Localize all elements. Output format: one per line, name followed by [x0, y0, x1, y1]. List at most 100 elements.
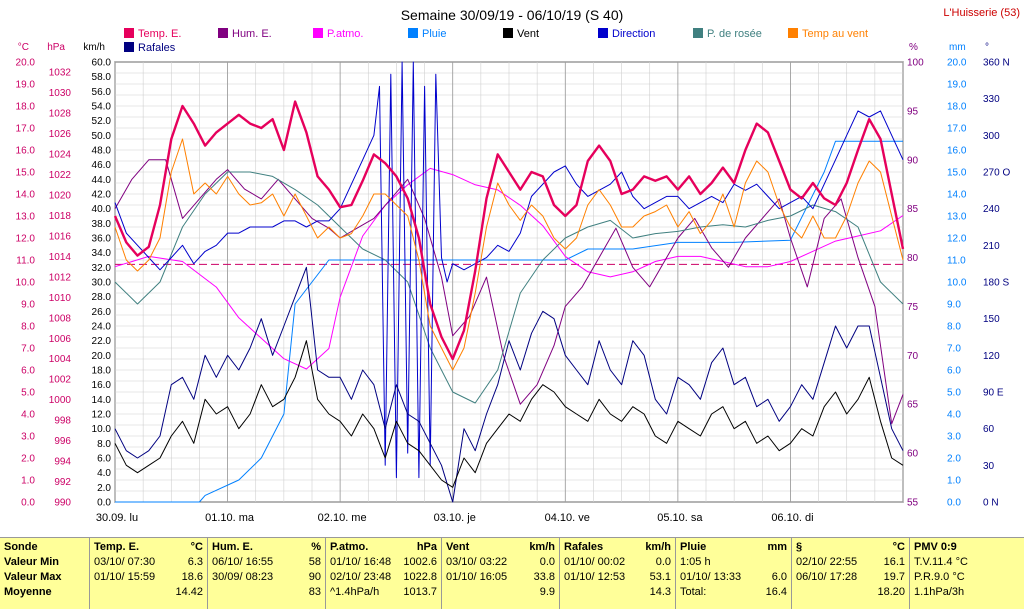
tick-label-left: 1004 — [49, 354, 72, 365]
tick-label-left: 22.0 — [92, 336, 112, 347]
tick-label-right: 300 — [983, 131, 1000, 142]
tick-label-left: 16.0 — [92, 380, 112, 391]
series-line-p-atmo — [114, 167, 904, 370]
stats-col-unit: % — [311, 541, 321, 553]
stats-col-patmo: P.atmo. hPa 01/10/ 16:48 1002.6 02/10/ 23:… — [326, 538, 442, 609]
stats-value: 14.3 — [649, 586, 671, 598]
stats-col-name: Rafales — [564, 541, 604, 553]
tick-label-left: 36.0 — [92, 234, 112, 245]
tick-label-right: 6.0 — [947, 366, 961, 377]
tick-label-left: 5.0 — [21, 388, 35, 399]
stats-col-name: Temp. E. — [94, 541, 140, 553]
tick-label-left: 1008 — [49, 313, 72, 324]
tick-label-right: 90 — [907, 155, 919, 166]
tick-label-left: 12.0 — [92, 410, 112, 421]
stats-date: 02/10/ 22:55 — [796, 556, 858, 568]
tick-label-right: 19.0 — [947, 80, 967, 91]
tick-label-left: 19.0 — [16, 80, 36, 91]
tick-label-left: 26.0 — [92, 307, 112, 318]
tick-label-right: 65 — [907, 400, 919, 411]
tick-label-right: 30 — [983, 461, 995, 472]
legend-swatch — [313, 28, 323, 38]
stats-col-sonde: Sonde Valeur Min Valeur Max Moyenne — [0, 538, 90, 609]
station-name: L'Huisserie (53) — [943, 7, 1020, 19]
tick-label-right: 5.0 — [947, 388, 961, 399]
tick-label-left: 2.0 — [97, 483, 111, 494]
stats-date: 03/10/ 03:22 — [446, 556, 508, 568]
axis-unit-left: hPa — [47, 42, 65, 53]
tick-label-right: 4.0 — [947, 410, 961, 421]
x-tick-label: 01.10. ma — [205, 512, 255, 524]
stats-date: T.V.11.4 °C — [914, 556, 968, 568]
legend-swatch — [124, 42, 134, 52]
series-line-p-de-ros-e — [114, 171, 904, 404]
tick-label-left: 24.0 — [92, 322, 112, 333]
tick-label-left: 52.0 — [92, 116, 112, 127]
tick-label-right: 16.0 — [947, 146, 967, 157]
stats-row-label: Moyenne — [4, 586, 52, 598]
tick-label-right: 120 — [983, 351, 1000, 362]
legend-label: Temp au vent — [802, 28, 868, 40]
stats-value: 18.6 — [181, 571, 203, 583]
stats-date: Total: — [680, 586, 707, 598]
tick-label-left: 1000 — [49, 395, 72, 406]
tick-label-right: 2.0 — [947, 454, 961, 465]
tick-label-left: 990 — [54, 498, 71, 509]
tick-label-left: 992 — [54, 477, 71, 488]
stats-date: 1:05 h — [680, 556, 711, 568]
chart-title: Semaine 30/09/19 - 06/10/19 (S 40) — [401, 7, 624, 23]
stats-col-name: Vent — [446, 541, 470, 553]
tick-label-right: 270 O — [983, 168, 1010, 179]
tick-label-right: 90 E — [983, 388, 1004, 399]
stats-date: 06/10/ 16:55 — [212, 556, 274, 568]
stats-value: 83 — [308, 586, 321, 598]
tick-label-left: 46.0 — [92, 160, 112, 171]
legend-swatch — [503, 28, 513, 38]
stats-col-temp: Temp. E. °C 03/10/ 07:30 6.3 01/10/ 15:59 1… — [90, 538, 208, 609]
tick-label-left: 10.0 — [16, 278, 36, 289]
tick-label-left: 1006 — [49, 334, 72, 345]
stats-panel: Sonde Valeur Min Valeur Max Moyenne Temp… — [0, 537, 1024, 609]
stats-date: 01/10/ 15:59 — [94, 571, 156, 583]
stats-col-s: § °C 02/10/ 22:55 16.1 06/10/ 17:28 19.7 18… — [792, 538, 910, 609]
series-line-temp-e — [113, 100, 905, 361]
axes-layer: 0.0 1.0 2.0 3.0 4.0 5.0 6.0 7.0 8.0 9.0 10.0 11.0 12… — [16, 42, 1011, 524]
stats-date: 06/10/ 17:28 — [796, 571, 858, 583]
axis-unit-left: km/h — [83, 42, 105, 53]
stats-col-name: Hum. E. — [212, 541, 253, 553]
stats-row-label: Valeur Max — [4, 571, 62, 583]
tick-label-right: 14.0 — [947, 190, 967, 201]
tick-label-left: 8.0 — [21, 322, 35, 333]
tick-label-left: 1024 — [49, 150, 72, 161]
tick-label-left: 996 — [54, 436, 71, 447]
tick-label-left: 1016 — [49, 231, 72, 242]
tick-label-left: 0.0 — [97, 498, 111, 509]
stats-value: 1002.6 — [403, 556, 437, 568]
stats-col-unit: °C — [892, 541, 905, 553]
stats-date: 02/10/ 23:48 — [330, 571, 392, 583]
stats-value: 6.0 — [771, 571, 787, 583]
tick-label-left: 48.0 — [92, 146, 112, 157]
tick-label-left: 13.0 — [16, 212, 36, 223]
tick-label-left: 0.0 — [21, 498, 35, 509]
stats-value: 1022.8 — [403, 571, 437, 583]
stats-col-name: Pluie — [680, 541, 707, 553]
stats-sonde-header: Sonde — [4, 541, 38, 553]
tick-label-left: 1032 — [49, 68, 72, 79]
tick-label-right: 85 — [907, 204, 919, 215]
legend-swatch — [408, 28, 418, 38]
tick-label-left: 994 — [54, 457, 71, 468]
tick-label-left: 58.0 — [92, 72, 112, 83]
tick-label-left: 56.0 — [92, 87, 112, 98]
tick-label-left: 1022 — [49, 170, 72, 181]
tick-label-right: 95 — [907, 106, 919, 117]
stats-value: 33.8 — [533, 571, 555, 583]
tick-label-left: 14.0 — [16, 190, 36, 201]
tick-label-left: 34.0 — [92, 248, 112, 259]
x-tick-label: 03.10. je — [434, 512, 476, 524]
tick-label-left: 44.0 — [92, 175, 112, 186]
tick-label-right: 360 N — [983, 58, 1010, 69]
stats-date: 01/10/ 13:33 — [680, 571, 742, 583]
tick-label-left: 12.0 — [16, 234, 36, 245]
tick-label-left: 6.0 — [97, 454, 111, 465]
